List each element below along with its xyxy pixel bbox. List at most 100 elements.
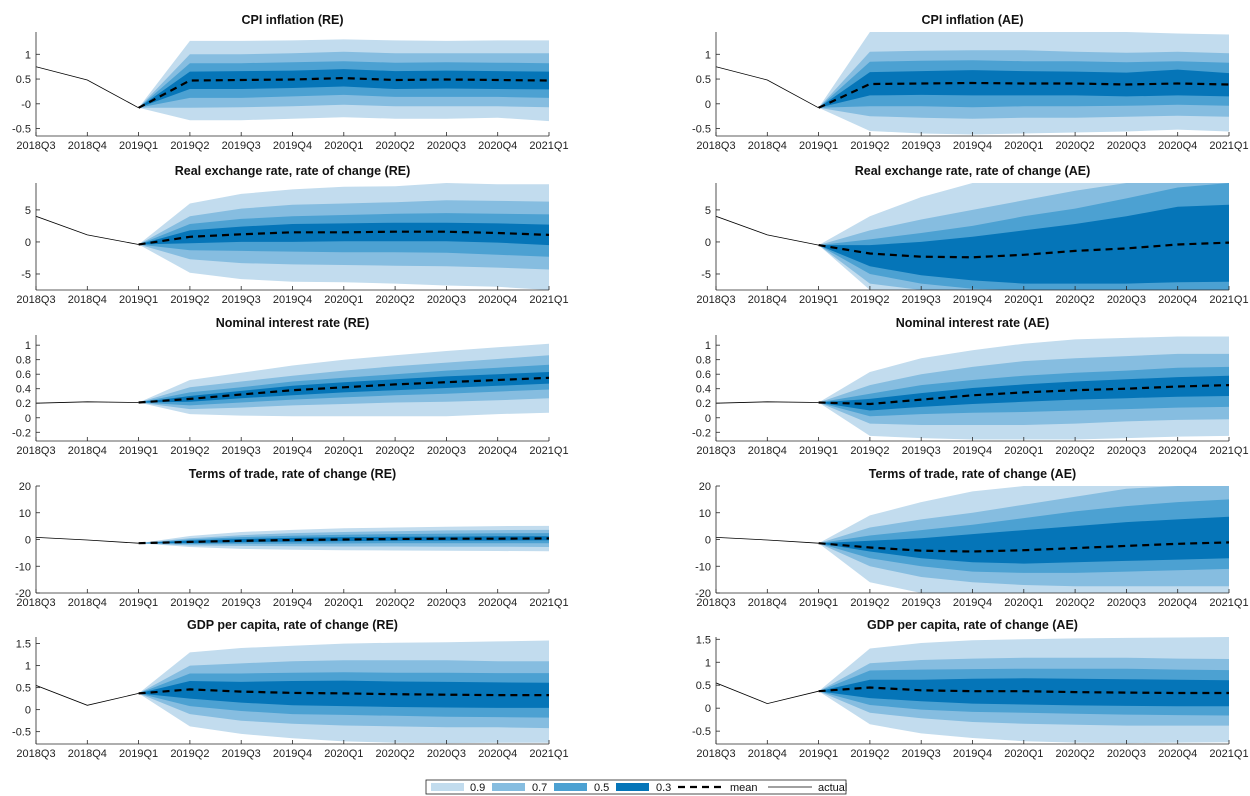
x-tick-label: 2018Q4 — [748, 597, 787, 609]
actual-line — [716, 66, 819, 109]
legend-item-0-5: 0.5 — [554, 782, 609, 794]
chart-title: Nominal interest rate (RE) — [216, 316, 370, 330]
x-tick-label: 2020Q1 — [324, 294, 363, 306]
x-tick-label: 2019Q3 — [902, 597, 941, 609]
plot-content — [716, 183, 1229, 290]
x-tick-label: 2020Q2 — [1056, 597, 1095, 609]
legend-swatch — [431, 783, 464, 791]
mean-line — [138, 76, 549, 109]
plot-content — [36, 525, 549, 552]
x-tick-label: 2021Q1 — [529, 445, 568, 457]
y-tick-label: 0.4 — [696, 384, 711, 396]
x-tick-label: 2019Q3 — [902, 748, 941, 760]
x-tick-label: 2020Q1 — [324, 748, 363, 760]
y-tick-label: 0.2 — [696, 398, 711, 410]
x-tick-label: 2019Q4 — [953, 140, 992, 152]
chart-title: CPI inflation (AE) — [921, 13, 1023, 27]
chart-title: GDP per capita, rate of change (RE) — [187, 618, 398, 632]
x-tick-label: 2018Q4 — [748, 445, 787, 457]
x-tick-label: 2020Q4 — [1158, 445, 1197, 457]
actual-line — [36, 401, 139, 404]
x-tick-label: 2019Q4 — [273, 748, 312, 760]
mean-line — [138, 537, 549, 545]
x-tick-label: 2018Q4 — [68, 294, 107, 306]
x-tick-label: 2019Q1 — [799, 294, 838, 306]
legend-label: mean — [730, 782, 758, 794]
y-tick-label: 1.5 — [16, 639, 31, 651]
x-tick-label: 2018Q3 — [16, 294, 55, 306]
y-tick-label: 0.6 — [16, 369, 31, 381]
x-tick-label: 2019Q1 — [119, 748, 158, 760]
actual-line — [716, 401, 819, 404]
x-tick-label: 2020Q2 — [376, 597, 415, 609]
x-tick-label: 2020Q2 — [376, 294, 415, 306]
y-tick-label: 1.5 — [696, 634, 711, 646]
y-tick-label: 1 — [705, 49, 711, 61]
x-tick-label: 2018Q4 — [748, 140, 787, 152]
panel-nominal-interest-rate-re: 2018Q3 2018Q4 2019Q1 2019Q2 2019Q3 2019Q4 2020… — [12, 316, 569, 457]
x-tick-label: 2020Q1 — [1004, 140, 1043, 152]
x-tick-label: 2019Q4 — [953, 445, 992, 457]
chart-title: Terms of trade, rate of change (AE) — [869, 467, 1076, 481]
panel-gdp-per-capita-rate-of-change-re: 2018Q3 2018Q4 2019Q1 2019Q2 2019Q3 2019Q4 2020… — [12, 618, 569, 760]
legend: 0.9 0.7 0.5 0.3 mean actual — [425, 779, 847, 795]
x-tick-label: 2019Q1 — [119, 294, 158, 306]
x-tick-label: 2020Q3 — [427, 748, 466, 760]
x-tick-label: 2019Q3 — [902, 294, 941, 306]
legend-label: 0.3 — [656, 782, 671, 794]
chart-title: Nominal interest rate (AE) — [896, 316, 1050, 330]
x-tick-label: 2019Q1 — [799, 748, 838, 760]
chart-title: CPI inflation (RE) — [241, 13, 343, 27]
x-tick-label: 2020Q1 — [324, 140, 363, 152]
legend-label: 0.7 — [532, 782, 547, 794]
x-tick-label: 2018Q4 — [68, 140, 107, 152]
mean-line — [818, 686, 1229, 695]
x-tick-label: 2018Q3 — [696, 597, 735, 609]
x-tick-label: 2019Q1 — [119, 597, 158, 609]
y-tick-label: -5 — [21, 269, 31, 281]
y-tick-label: -20 — [695, 588, 711, 600]
x-tick-label: 2020Q4 — [478, 294, 517, 306]
y-tick-label: 0.5 — [16, 683, 31, 695]
x-tick-label: 2021Q1 — [1209, 445, 1248, 457]
chart-title: GDP per capita, rate of change (AE) — [867, 618, 1078, 632]
x-tick-label: 2020Q3 — [427, 140, 466, 152]
x-tick-label: 2019Q4 — [273, 445, 312, 457]
chart-title: Real exchange rate, rate of change (AE) — [855, 164, 1091, 178]
x-tick-label: 2019Q4 — [273, 140, 312, 152]
panel-nominal-interest-rate-ae: 2018Q3 2018Q4 2019Q1 2019Q2 2019Q3 2019Q4 2020… — [692, 316, 1249, 457]
y-tick-label: -0.5 — [12, 124, 31, 136]
y-tick-label: 10 — [699, 508, 711, 520]
x-tick-label: 2019Q4 — [273, 294, 312, 306]
panel-terms-of-trade-rate-of-change-ae: 2018Q3 2018Q4 2019Q1 2019Q2 2019Q3 2019Q4 2020… — [695, 467, 1248, 609]
plot-content — [36, 343, 549, 417]
band-03-area — [818, 204, 1229, 284]
x-tick-label: 2020Q1 — [1004, 748, 1043, 760]
y-tick-label: 0.5 — [16, 74, 31, 86]
plot-content — [716, 32, 1229, 135]
plot-content — [36, 39, 549, 122]
x-tick-label: 2019Q1 — [119, 445, 158, 457]
y-tick-label: 20 — [699, 481, 711, 493]
x-tick-label: 2019Q2 — [850, 140, 889, 152]
y-tick-label: -10 — [695, 561, 711, 573]
panel-cpi-inflation-ae: 2018Q3 2018Q4 2019Q1 2019Q2 2019Q3 2019Q4 2020… — [692, 13, 1249, 152]
x-tick-label: 2021Q1 — [529, 748, 568, 760]
x-tick-label: 2019Q3 — [222, 445, 261, 457]
x-tick-label: 2019Q3 — [222, 140, 261, 152]
x-tick-label: 2019Q3 — [902, 445, 941, 457]
x-tick-label: 2019Q4 — [953, 748, 992, 760]
x-tick-label: 2018Q4 — [748, 748, 787, 760]
y-tick-label: 0 — [25, 705, 31, 717]
y-tick-label: 1 — [25, 661, 31, 673]
legend-item-0-9: 0.9 — [431, 782, 485, 794]
x-tick-label: 2020Q1 — [1004, 597, 1043, 609]
panel-real-exchange-rate-rate-of-change-re: 2018Q3 2018Q4 2019Q1 2019Q2 2019Q3 2019Q4 2020… — [16, 164, 568, 306]
y-tick-label: 5 — [705, 205, 711, 217]
band-03-area — [818, 69, 1229, 108]
mean-line — [818, 384, 1229, 406]
x-tick-label: 2020Q1 — [324, 445, 363, 457]
y-tick-label: 1 — [25, 49, 31, 61]
chart-title: Terms of trade, rate of change (RE) — [189, 467, 396, 481]
